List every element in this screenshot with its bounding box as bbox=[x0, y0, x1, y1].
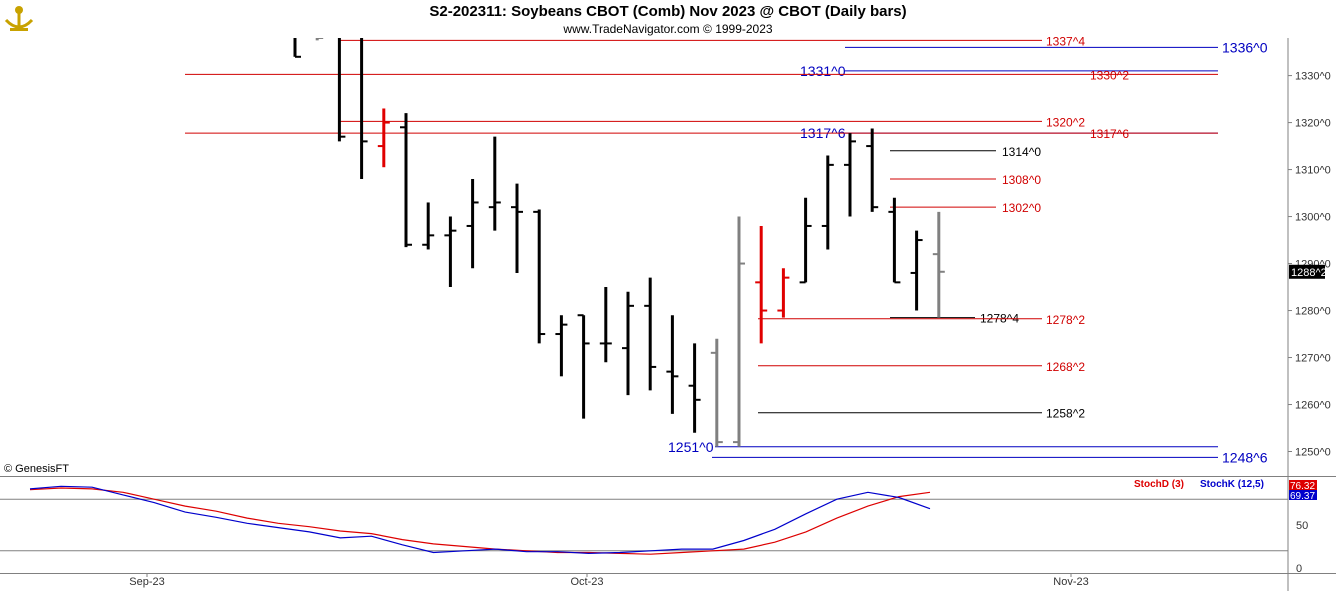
ohlc-bar bbox=[622, 291, 634, 396]
ohlc-bar bbox=[710, 338, 723, 447]
level-label: 1278^2 bbox=[1046, 313, 1085, 327]
level-label: 1302^0 bbox=[1002, 201, 1041, 215]
y-tick-label: 1330^0 bbox=[1295, 71, 1331, 83]
level-label: 1248^6 bbox=[1222, 449, 1268, 465]
ohlc-bar bbox=[910, 230, 923, 311]
stochD-legend: StochD (3) bbox=[1134, 479, 1184, 490]
last-price-label: 1288^2 bbox=[1291, 267, 1327, 279]
ohlc-bar bbox=[755, 225, 768, 344]
y-tick-label: 1280^0 bbox=[1295, 306, 1331, 318]
stoch-y-tick-label: 50 bbox=[1296, 520, 1308, 532]
stoch-series-line bbox=[29, 487, 931, 555]
level-label: 1258^2 bbox=[1046, 407, 1085, 421]
ohlc-bar bbox=[577, 314, 590, 419]
watermark-text: © GenesisFT bbox=[4, 463, 69, 475]
ohlc-bar bbox=[444, 216, 457, 288]
stochD-last-label: 76.32 bbox=[1290, 481, 1315, 492]
level-label: 1336^0 bbox=[1222, 39, 1268, 55]
level-label: 1251^0 bbox=[668, 439, 714, 455]
ohlc-bar bbox=[377, 108, 390, 168]
y-tick-label: 1260^0 bbox=[1295, 400, 1331, 412]
stoch-series-line bbox=[29, 485, 931, 555]
ohlc-bar bbox=[866, 128, 879, 212]
ohlc-bar bbox=[360, 38, 368, 179]
y-tick-label: 1250^0 bbox=[1295, 447, 1331, 459]
ohlc-bar bbox=[844, 133, 856, 217]
stochK-last-label: 69.37 bbox=[1290, 491, 1315, 502]
ohlc-bar bbox=[666, 315, 679, 414]
ohlc-bar bbox=[888, 197, 901, 284]
ohlc-bar bbox=[466, 178, 479, 269]
chart-header: S2-202311: Soybeans CBOT (Comb) Nov 2023… bbox=[0, 0, 1336, 38]
y-tick-label: 1310^0 bbox=[1295, 165, 1331, 177]
level-label: 1268^2 bbox=[1046, 360, 1085, 374]
level-label: 1331^0 bbox=[800, 63, 846, 79]
level-label: 1320^2 bbox=[1046, 115, 1085, 129]
ohlc-bar bbox=[337, 38, 346, 142]
trade-navigator-logo-icon bbox=[2, 2, 36, 36]
x-tick-label: Nov-23 bbox=[1053, 576, 1088, 588]
y-tick-label: 1300^0 bbox=[1295, 212, 1331, 224]
level-label: 1308^0 bbox=[1002, 173, 1041, 187]
ohlc-bar bbox=[799, 197, 812, 284]
ohlc-bar bbox=[293, 38, 301, 58]
stochK-last-box bbox=[1289, 490, 1317, 500]
ohlc-bar bbox=[315, 38, 324, 41]
level-label: 1330^2 bbox=[1090, 68, 1129, 82]
chart-subtitle: www.TradeNavigator.com © 1999-2023 bbox=[563, 22, 773, 36]
y-tick-label: 1270^0 bbox=[1295, 353, 1331, 365]
y-tick-label: 1320^0 bbox=[1295, 118, 1331, 130]
ohlc-bar bbox=[932, 211, 945, 318]
x-tick-label: Sep-23 bbox=[129, 576, 164, 588]
x-tick-label: Oct-23 bbox=[570, 576, 603, 588]
stochD-last-box bbox=[1289, 480, 1317, 490]
ohlc-bar bbox=[488, 136, 501, 231]
ohlc-bar bbox=[821, 155, 834, 250]
level-label: 1314^0 bbox=[1002, 145, 1041, 159]
last-price-box bbox=[1289, 264, 1325, 279]
chart-title: S2-202311: Soybeans CBOT (Comb) Nov 2023… bbox=[429, 3, 907, 20]
stochK-legend: StochK (12,5) bbox=[1200, 479, 1264, 490]
ohlc-bar bbox=[400, 113, 412, 248]
stoch-y-tick-label: 0 bbox=[1296, 563, 1302, 575]
ohlc-bar bbox=[511, 183, 523, 273]
ohlc-bar bbox=[733, 216, 745, 447]
level-label: 1337^4 bbox=[1046, 34, 1085, 48]
ohlc-bar bbox=[422, 202, 435, 250]
ohlc-bar bbox=[777, 268, 790, 318]
ohlc-bar bbox=[533, 209, 546, 344]
level-label: 1317^6 bbox=[1090, 127, 1129, 141]
ohlc-bar bbox=[688, 343, 701, 433]
ohlc-bar bbox=[644, 277, 657, 391]
ohlc-bar bbox=[555, 315, 568, 377]
ohlc-bar bbox=[599, 287, 612, 363]
